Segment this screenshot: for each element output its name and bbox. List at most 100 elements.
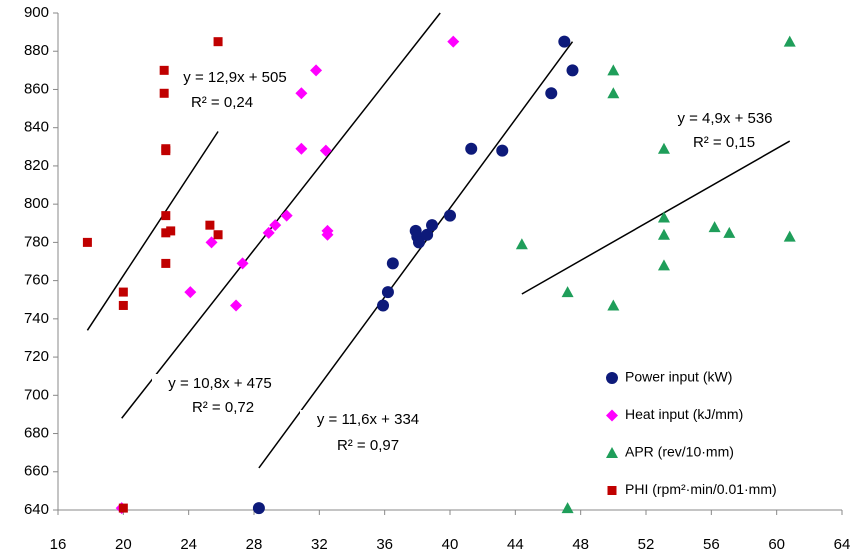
point: [310, 64, 323, 77]
x-tick-label: 32: [311, 536, 328, 553]
point: [118, 287, 128, 297]
y-tick-label: 740: [24, 310, 49, 327]
y-tick-label: 860: [24, 80, 49, 97]
point: [166, 226, 176, 236]
point: [426, 219, 439, 232]
x-tick-label: 64: [834, 536, 851, 553]
point: [161, 228, 171, 238]
y-tick-label: 780: [24, 233, 49, 250]
point: [421, 228, 434, 241]
point: [213, 37, 223, 47]
point: [381, 286, 394, 299]
point: [783, 35, 796, 47]
x-tick-label: 48: [572, 536, 589, 553]
point: [118, 300, 128, 310]
trendline-r2: R² = 0,97: [337, 437, 399, 454]
point: [161, 146, 171, 156]
point: [723, 226, 736, 238]
point: [566, 64, 579, 77]
point: [280, 209, 293, 222]
y-tick-label: 700: [24, 386, 49, 403]
point: [465, 142, 478, 155]
point: [161, 258, 171, 268]
point: [561, 502, 574, 514]
point: [657, 259, 670, 271]
y-tick-label: 760: [24, 272, 49, 289]
point: [561, 286, 574, 298]
point: [321, 228, 334, 241]
point: [118, 503, 128, 513]
point: [252, 502, 265, 515]
y-tick-label: 660: [24, 463, 49, 480]
point: [783, 230, 796, 242]
point: [496, 144, 509, 157]
trendline-equation: y = 4,9x + 536: [677, 110, 772, 127]
point: [184, 286, 197, 299]
point: [213, 230, 223, 240]
y-tick-label: 680: [24, 425, 49, 442]
y-tick-label: 840: [24, 119, 49, 136]
legend-label: Heat input (kJ/mm): [625, 406, 743, 422]
point: [205, 236, 218, 249]
legend-label: APR (rev/10·mm): [625, 444, 734, 460]
trendline: [521, 140, 791, 295]
point: [657, 142, 670, 154]
y-tick-label: 720: [24, 348, 49, 365]
trendline-r2: R² = 0,15: [693, 134, 755, 151]
trendline-equation: y = 10,8x + 475: [168, 375, 271, 392]
point: [708, 221, 721, 233]
label-bg: [167, 68, 303, 88]
point: [607, 87, 620, 99]
y-tick-label: 820: [24, 157, 49, 174]
point: [447, 35, 460, 48]
point: [236, 257, 249, 270]
label-bg: [152, 374, 288, 394]
x-tick-label: 56: [703, 536, 720, 553]
legend-marker: [606, 447, 618, 458]
point: [558, 35, 571, 48]
x-tick-label: 28: [246, 536, 263, 553]
trendline-equation: y = 12,9x + 505: [183, 69, 286, 86]
point: [444, 209, 456, 222]
point: [262, 226, 275, 239]
y-tick-label: 640: [24, 501, 49, 518]
point: [82, 237, 92, 247]
point: [515, 238, 528, 250]
legend-label: PHI (rpm²·min/0.01·mm): [625, 481, 777, 497]
point: [205, 220, 215, 230]
x-tick-label: 44: [507, 536, 524, 553]
label-bg: [300, 410, 436, 430]
label-bg: [657, 109, 793, 129]
point: [607, 64, 620, 76]
x-tick-label: 52: [638, 536, 655, 553]
x-tick-label: 36: [376, 536, 393, 553]
point: [657, 228, 670, 240]
point: [159, 88, 169, 98]
point: [607, 299, 620, 311]
point: [377, 299, 390, 312]
x-tick-label: 16: [50, 536, 67, 553]
point: [230, 299, 243, 312]
point: [545, 87, 558, 100]
x-tick-label: 60: [768, 536, 785, 553]
point: [159, 65, 169, 75]
point: [269, 219, 282, 232]
x-tick-label: 40: [442, 536, 459, 553]
y-tick-label: 880: [24, 42, 49, 59]
trendline-r2: R² = 0,72: [192, 399, 254, 416]
trendline: [258, 41, 574, 469]
trendline-equation: y = 11,6x + 334: [317, 411, 419, 428]
point: [412, 236, 425, 249]
legend-label: Power input (kW): [625, 369, 732, 385]
trendline: [86, 131, 219, 331]
legend-marker: [607, 486, 617, 495]
legend-marker: [606, 372, 618, 384]
point: [657, 211, 670, 223]
point: [386, 257, 399, 270]
point: [295, 142, 308, 155]
y-tick-label: 800: [24, 195, 49, 212]
point: [319, 144, 332, 157]
legend-marker: [606, 409, 618, 422]
x-tick-label: 24: [180, 536, 197, 553]
